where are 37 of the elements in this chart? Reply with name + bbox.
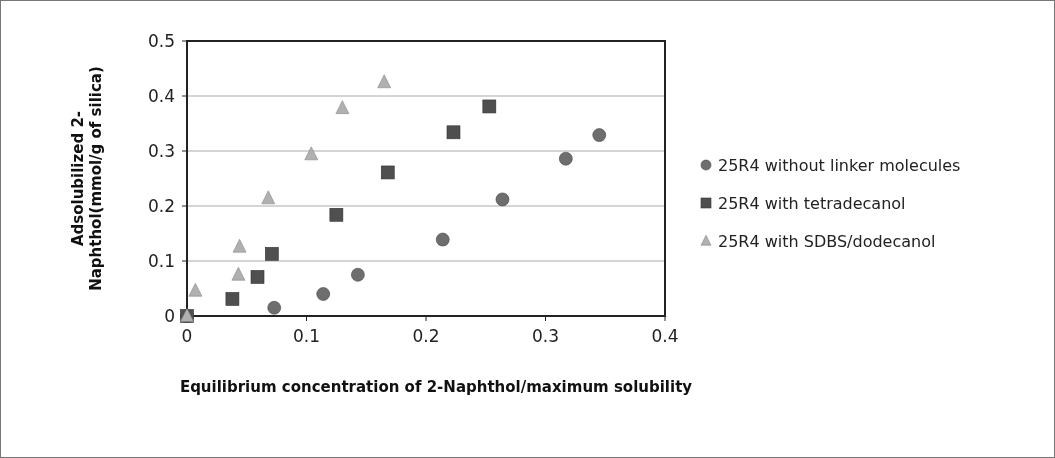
point: [225, 292, 240, 306]
y-axis-title: Adsolubilized 2-Naphthol(mmol/g of silica): [69, 66, 105, 291]
point: [351, 267, 365, 282]
point: [329, 208, 344, 222]
point: [446, 125, 461, 140]
x-tick-label: 0.4: [651, 326, 679, 346]
point: [482, 99, 497, 114]
y-tick-label: 0: [164, 305, 175, 326]
point: [335, 100, 350, 114]
y-tick-label: 0.3: [147, 140, 175, 161]
legend-label: 25R4 with tetradecanol: [718, 193, 906, 213]
point: [267, 300, 282, 315]
point: [304, 146, 319, 161]
y-tick-label: 0.2: [147, 195, 175, 216]
point: [316, 287, 331, 301]
y-tick-label: 0.5: [147, 30, 175, 51]
y-tick-label: 0.1: [147, 250, 175, 271]
x-tick-label: 0: [181, 326, 193, 346]
point: [265, 247, 279, 261]
point: [380, 165, 395, 180]
point: [435, 232, 450, 247]
point: [250, 270, 265, 284]
legend-label: 25R4 without linker molecules: [718, 155, 961, 175]
point: [232, 238, 247, 253]
x-tick-label: 0.3: [531, 326, 560, 346]
point: [231, 266, 246, 281]
x-axis-title: Equilibrium concentration of 2-Naphthol/maximum solubility: [179, 378, 693, 396]
x-tick-label: 0.1: [292, 326, 321, 346]
legend-label: 25R4 with SDBS/dodecanol: [718, 231, 936, 251]
x-tick-label: 0.2: [412, 326, 440, 346]
point: [495, 192, 510, 207]
point: [261, 190, 276, 205]
point: [188, 282, 203, 297]
y-tick-label: 0.4: [147, 85, 175, 106]
point: [377, 74, 391, 89]
point: [559, 151, 573, 166]
point: [592, 128, 607, 142]
